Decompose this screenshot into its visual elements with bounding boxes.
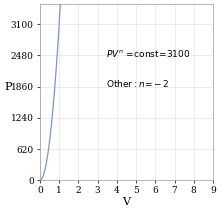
X-axis label: V: V	[123, 197, 130, 207]
Y-axis label: P: P	[4, 82, 12, 92]
Text: $\mathit{PV}^n\ \!=\!\mathrm{const}\!=\!3100$: $\mathit{PV}^n\ \!=\!\mathrm{const}\!=\!…	[106, 48, 190, 59]
Text: $\mathrm{Other}:n\!=\!-2$: $\mathrm{Other}:n\!=\!-2$	[106, 78, 169, 89]
